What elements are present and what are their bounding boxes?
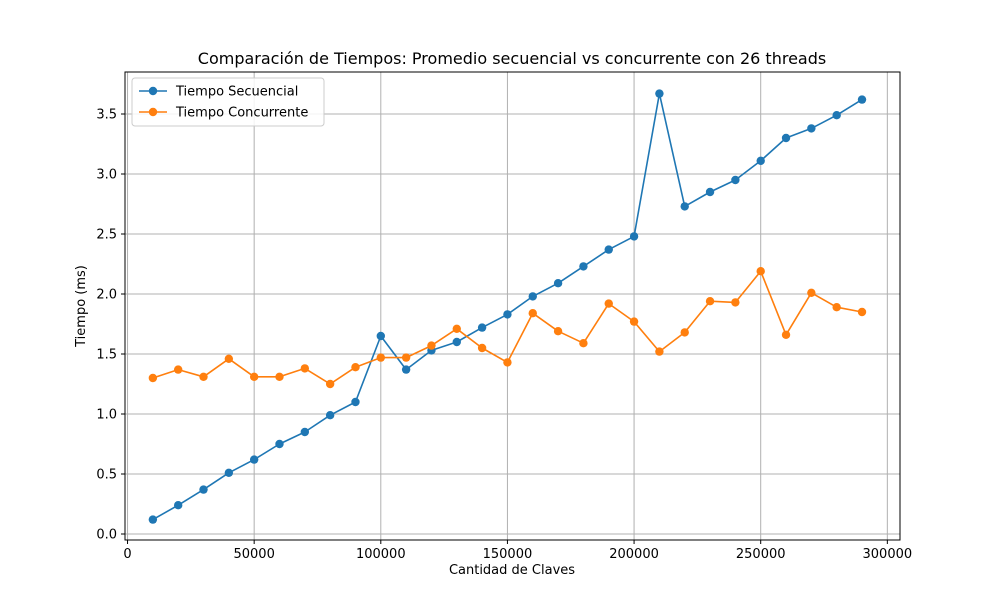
data-point — [553, 279, 563, 288]
data-point — [351, 397, 360, 407]
x-tick-label: 50000 — [233, 547, 274, 562]
data-point — [275, 439, 284, 449]
data-point — [173, 501, 183, 510]
y-tick-label: 3.5 — [96, 108, 117, 123]
data-point — [173, 365, 183, 374]
data-point — [857, 307, 867, 317]
data-point — [427, 341, 436, 350]
data-point — [477, 343, 487, 353]
y-tick-label: 0.5 — [96, 468, 117, 483]
data-point — [275, 372, 284, 381]
y-tick-label: 1.0 — [96, 408, 117, 423]
data-point — [857, 95, 867, 104]
data-point — [325, 411, 335, 420]
legend-marker — [148, 107, 158, 117]
data-point — [325, 379, 335, 389]
legend-box — [131, 77, 325, 127]
legend-marker — [148, 86, 158, 96]
data-point — [224, 354, 234, 363]
data-point — [604, 299, 613, 308]
data-point — [832, 303, 841, 312]
chart-title: Comparación de Tiempos: Promedio secuenc… — [198, 49, 826, 68]
legend: Tiempo Secuencial Tiempo Concurrente — [131, 77, 325, 127]
data-point — [249, 455, 259, 464]
data-point — [224, 468, 234, 477]
data-point — [781, 133, 791, 143]
data-point — [680, 328, 689, 337]
x-tick-label: 250000 — [736, 547, 786, 562]
legend-label: Tiempo Secuencial — [175, 85, 298, 100]
data-point — [579, 262, 588, 271]
data-point — [401, 353, 411, 362]
data-point — [579, 339, 588, 348]
data-point — [604, 245, 613, 254]
data-point — [300, 427, 310, 437]
x-tick-label: 300000 — [863, 547, 913, 562]
y-axis: 0.0 0.5 1.0 1.5 2.0 2.5 3.0 3.5 — [96, 108, 125, 543]
data-point — [477, 323, 487, 332]
series-layer — [148, 89, 867, 524]
data-point — [705, 187, 715, 197]
data-point — [249, 372, 259, 381]
x-tick-label: 200000 — [609, 547, 659, 562]
data-point — [148, 515, 158, 524]
y-tick-label: 1.5 — [96, 348, 117, 363]
data-point — [376, 353, 386, 362]
y-axis-label: Tiempo (ms) — [74, 265, 89, 348]
data-point — [731, 298, 740, 307]
data-point — [452, 337, 461, 347]
data-point — [503, 310, 512, 319]
x-tick-label: 150000 — [483, 547, 533, 562]
x-axis-label: Cantidad de Claves — [449, 563, 575, 578]
data-point — [199, 372, 208, 381]
data-point — [680, 202, 689, 211]
x-tick-label: 0 — [123, 547, 131, 562]
data-point — [807, 124, 816, 133]
data-point — [553, 327, 563, 336]
data-point — [629, 232, 639, 241]
data-point — [401, 365, 411, 374]
plot-frame — [124, 71, 901, 541]
data-point — [503, 358, 512, 367]
y-tick-label: 3.0 — [96, 168, 117, 183]
data-point — [807, 288, 816, 297]
y-tick-label: 2.5 — [96, 228, 117, 243]
data-point — [705, 297, 715, 306]
y-tick-label: 0.0 — [96, 528, 117, 543]
data-point — [300, 364, 310, 373]
data-point — [199, 485, 208, 494]
data-point — [655, 347, 664, 356]
x-axis: 0 50000 100000 150000 200000 250000 300000 — [123, 540, 912, 562]
data-point — [655, 89, 664, 98]
data-point — [376, 331, 386, 341]
data-point — [832, 111, 841, 120]
x-tick-label: 100000 — [356, 547, 406, 562]
data-point — [629, 317, 639, 326]
data-point — [781, 330, 791, 339]
data-point — [452, 324, 461, 333]
data-point — [148, 373, 158, 383]
data-point — [731, 175, 740, 185]
legend-label: Tiempo Concurrente — [175, 106, 308, 121]
data-point — [528, 309, 537, 318]
y-tick-label: 2.0 — [96, 288, 117, 303]
data-point — [528, 292, 537, 301]
data-point — [351, 363, 360, 372]
data-point — [756, 156, 765, 165]
data-point — [756, 267, 765, 276]
